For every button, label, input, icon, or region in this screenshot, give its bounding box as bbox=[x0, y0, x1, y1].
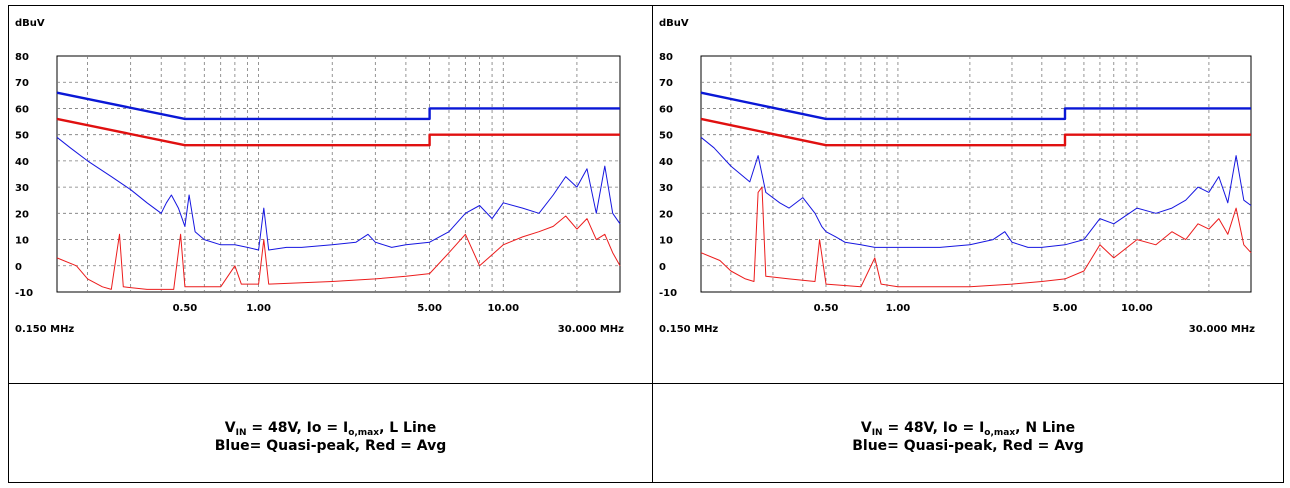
emi-chart-n-line: dBuV 80 70 60 50 40 30 20 10 0 -10 0.50 1.00 5.00 10.0… bbox=[659, 18, 1255, 335]
caption-line-1: VIN = 48V, Io = Io,max, L Line bbox=[224, 420, 437, 438]
y-tick-label: 10 bbox=[659, 236, 673, 247]
x-tick-label: 10.00 bbox=[487, 303, 519, 314]
y-tick-label: 0 bbox=[659, 262, 666, 273]
figure-table: dBuV 80 70 60 50 40 30 20 10 0 -10 0.50 1.00 5.00 10.0… bbox=[8, 5, 1284, 483]
x-tick-label: 5.00 bbox=[1053, 303, 1078, 314]
y-tick-label: 70 bbox=[15, 78, 29, 89]
table-border-middle bbox=[652, 5, 653, 483]
y-tick-label: 60 bbox=[15, 104, 29, 115]
y-tick-label: 20 bbox=[15, 209, 29, 220]
table-border-bottom bbox=[8, 482, 1284, 483]
x-tick-label: 1.00 bbox=[246, 303, 271, 314]
x-tick-label: 0.50 bbox=[173, 303, 198, 314]
y-tick-label: 20 bbox=[659, 209, 673, 220]
table-border-top bbox=[8, 5, 1284, 6]
series-average-limit bbox=[56, 117, 620, 147]
x-end-label: 30.000 MHz bbox=[1189, 324, 1255, 335]
y-tick-label: 40 bbox=[659, 157, 673, 168]
y-tick-label: 30 bbox=[15, 183, 29, 194]
y-tick-label: 50 bbox=[659, 131, 673, 142]
series-quasi-peak bbox=[56, 136, 621, 251]
y-tick-label: 0 bbox=[15, 262, 22, 273]
table-border-row bbox=[8, 383, 1284, 384]
series-average bbox=[56, 215, 621, 290]
series-average-limit bbox=[700, 117, 1251, 147]
chart-panel-l-line: dBuV 80 70 60 50 40 30 20 10 0 -10 0.50 1.00 5.00 10.0… bbox=[9, 6, 652, 383]
caption-line-2: Blue= Quasi-peak, Red = Avg bbox=[214, 438, 447, 454]
y-axis-unit-label: dBuV bbox=[659, 18, 689, 29]
x-tick-label: 10.00 bbox=[1121, 303, 1153, 314]
x-start-label: 0.150 MHz bbox=[659, 324, 718, 335]
plot-area bbox=[56, 55, 621, 293]
series-quasi-peak bbox=[700, 136, 1252, 248]
caption-l-line: VIN = 48V, Io = Io,max, L Line Blue= Qua… bbox=[9, 419, 652, 455]
y-tick-label: -10 bbox=[15, 288, 33, 299]
y-tick-label: -10 bbox=[659, 288, 677, 299]
x-tick-label: 1.00 bbox=[886, 303, 911, 314]
x-tick-label: 0.50 bbox=[814, 303, 839, 314]
emi-chart-l-line: dBuV 80 70 60 50 40 30 20 10 0 -10 0.50 1.00 5.00 10.0… bbox=[15, 18, 624, 335]
caption-line-2: Blue= Quasi-peak, Red = Avg bbox=[852, 438, 1084, 454]
y-tick-label: 70 bbox=[659, 78, 673, 89]
x-start-label: 0.150 MHz bbox=[15, 324, 74, 335]
y-tick-label: 30 bbox=[659, 183, 673, 194]
x-tick-label: 5.00 bbox=[417, 303, 442, 314]
plot-area bbox=[700, 55, 1252, 293]
table-border-right bbox=[1283, 5, 1284, 483]
y-tick-label: 60 bbox=[659, 104, 673, 115]
table-border-left bbox=[8, 5, 9, 483]
y-tick-label: 80 bbox=[15, 52, 29, 63]
y-tick-label: 10 bbox=[15, 236, 29, 247]
y-tick-label: 50 bbox=[15, 131, 29, 142]
series-quasi-peak-limit bbox=[700, 91, 1251, 121]
caption-n-line: VIN = 48V, Io = Io,max, N Line Blue= Qua… bbox=[653, 419, 1283, 455]
y-tick-label: 40 bbox=[15, 157, 29, 168]
y-axis-unit-label: dBuV bbox=[15, 18, 45, 29]
series-average bbox=[700, 186, 1252, 288]
y-tick-label: 80 bbox=[659, 52, 673, 63]
caption-line-1: VIN = 48V, Io = Io,max, N Line bbox=[860, 420, 1076, 438]
x-end-label: 30.000 MHz bbox=[558, 324, 624, 335]
chart-panel-n-line: dBuV 80 70 60 50 40 30 20 10 0 -10 0.50 1.00 5.00 10.0… bbox=[653, 6, 1283, 383]
series-quasi-peak-limit bbox=[56, 91, 620, 121]
